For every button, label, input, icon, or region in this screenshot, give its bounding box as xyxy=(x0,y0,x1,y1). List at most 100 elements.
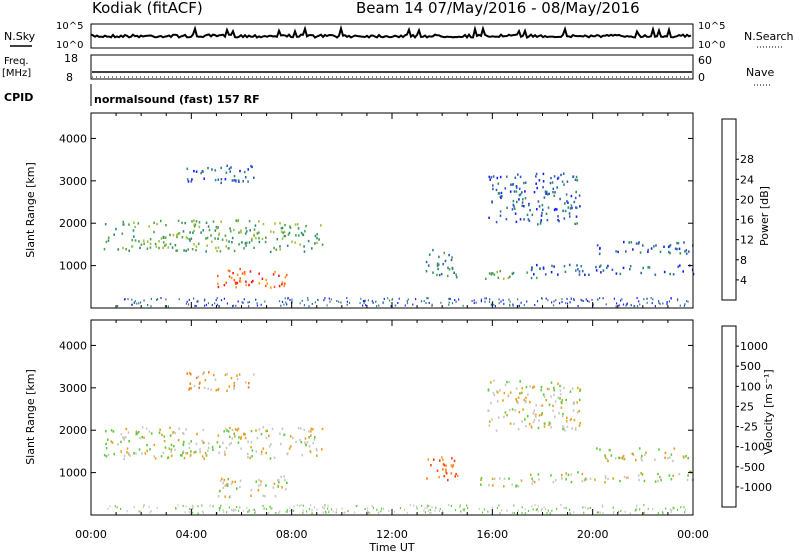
scatter-cell xyxy=(220,220,222,223)
scatter-cell xyxy=(190,237,193,240)
scatter-cell xyxy=(223,511,225,514)
scatter-cell xyxy=(251,455,253,458)
scatter-cell xyxy=(129,454,131,457)
scatter-cell xyxy=(182,432,185,436)
scatter-cell xyxy=(269,457,272,460)
scatter-cell xyxy=(500,509,503,512)
scatter-cell xyxy=(305,443,307,447)
scatter-cell xyxy=(596,447,598,450)
scatter-cell xyxy=(160,297,162,299)
scatter-cell xyxy=(216,249,218,253)
scatter-cell xyxy=(268,445,271,448)
scatter-cell xyxy=(576,401,578,404)
scatter-cell xyxy=(542,393,545,396)
scatter-cell xyxy=(219,250,222,253)
scatter-cell xyxy=(541,508,543,511)
scatter-cell xyxy=(573,298,575,300)
scatter-cell xyxy=(193,384,196,388)
scatter-cell xyxy=(666,301,668,303)
scatter-cell xyxy=(471,300,473,302)
scatter-cell xyxy=(203,177,205,180)
scatter-cell xyxy=(243,271,246,274)
scatter-cell xyxy=(520,301,522,304)
scatter-cell xyxy=(253,228,256,231)
scatter-cell xyxy=(140,510,142,513)
scatter-cell xyxy=(647,266,649,269)
scatter-cell xyxy=(178,232,181,235)
scatter-cell xyxy=(225,281,228,284)
scatter-cell xyxy=(517,509,519,512)
scatter-cell xyxy=(537,473,540,476)
scatter-cell xyxy=(566,416,568,419)
x-tick-label: 08:00 xyxy=(276,528,308,541)
scatter-cell xyxy=(220,166,222,170)
scatter-cell xyxy=(578,273,581,276)
scatter-cell xyxy=(136,432,138,435)
scatter-cell xyxy=(554,191,556,194)
scatter-cell xyxy=(236,273,239,276)
scatter-cell xyxy=(271,507,273,510)
scatter-cell xyxy=(620,456,622,460)
scatter-cell xyxy=(535,276,538,280)
scatter-cell xyxy=(498,298,500,301)
scatter-cell xyxy=(487,389,490,392)
scatter-cell xyxy=(303,245,305,248)
scatter-cell xyxy=(139,436,141,440)
scatter-cell xyxy=(679,264,681,267)
scatter-cell xyxy=(685,252,688,255)
scatter-cell xyxy=(267,512,270,514)
scatter-cell xyxy=(258,428,261,431)
scatter-cell xyxy=(561,425,564,428)
scatter-cell xyxy=(218,232,221,235)
scatter-cell xyxy=(676,241,678,245)
scatter-cell xyxy=(107,453,110,456)
scatter-cell xyxy=(289,299,291,301)
scatter-cell xyxy=(636,305,639,308)
scatter-cell xyxy=(217,237,219,240)
scatter-cell xyxy=(269,250,272,254)
scatter-cell xyxy=(189,239,191,242)
scatter-cell xyxy=(217,246,220,249)
scatter-cell xyxy=(517,298,519,301)
scatter-cell xyxy=(388,299,391,302)
scatter-cell xyxy=(256,437,259,440)
scatter-cell xyxy=(191,220,193,223)
scatter-cell xyxy=(678,472,681,476)
scatter-cell xyxy=(589,477,592,480)
scatter-cell xyxy=(366,507,369,510)
scatter-cell xyxy=(491,272,494,275)
scatter-cell xyxy=(186,452,189,455)
scatter-cell xyxy=(162,451,165,454)
scatter-cell xyxy=(257,484,260,487)
scatter-cell xyxy=(493,477,496,480)
scatter-cell xyxy=(117,248,120,251)
scatter-cell xyxy=(667,245,670,249)
scatter-cell xyxy=(626,302,628,305)
scatter-cell xyxy=(123,438,125,441)
scatter-cell xyxy=(281,281,284,284)
scatter-cell xyxy=(668,474,671,477)
scatter-cell xyxy=(240,437,242,440)
scatter-cell xyxy=(233,228,235,232)
scatter-cell xyxy=(537,510,539,513)
scatter-cell xyxy=(566,297,568,300)
scatter-cell xyxy=(217,434,220,437)
scatter-cell xyxy=(530,426,533,430)
scatter-cell xyxy=(546,219,549,222)
scatter-cell xyxy=(228,247,230,250)
colorbar-tick-label: -25 xyxy=(740,421,758,434)
scatter-cell xyxy=(193,243,195,246)
scatter-cell xyxy=(227,477,230,481)
scatter-cell xyxy=(473,302,475,305)
nsky-tick-bottom: 10^0 xyxy=(56,40,83,51)
scatter-cell xyxy=(194,304,196,307)
scatter-cell xyxy=(420,300,423,303)
scatter-cell xyxy=(622,266,625,270)
scatter-cell xyxy=(448,303,450,306)
scatter-cell xyxy=(217,226,219,229)
scatter-cell xyxy=(314,234,317,238)
colorbar-tick-label: 24 xyxy=(740,173,754,186)
nsearch-tick-bottom: 10^0 xyxy=(698,40,725,51)
